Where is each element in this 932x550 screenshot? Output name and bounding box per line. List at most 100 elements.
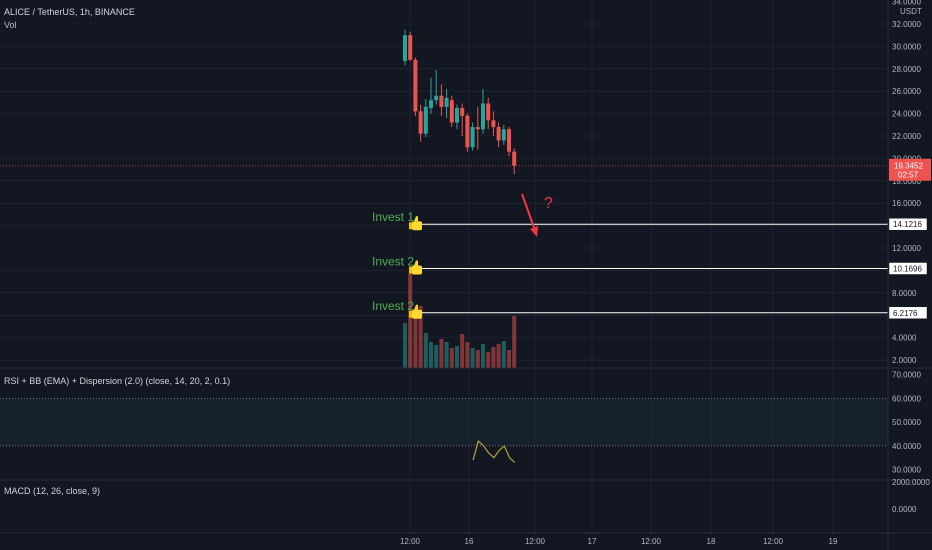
- x-tick-label: 12:00: [641, 537, 662, 546]
- thumbs-up-icon-cuff: [409, 310, 412, 318]
- volume-bar[interactable]: [460, 334, 465, 368]
- volume-bar[interactable]: [481, 344, 485, 368]
- volume-bar[interactable]: [486, 352, 491, 368]
- candle-body[interactable]: [423, 106, 428, 134]
- volume-bar[interactable]: [470, 348, 475, 368]
- candle-body[interactable]: [439, 95, 444, 107]
- thumbs-up-icon-palm: [412, 309, 422, 319]
- thumbs-up-icon-cuff: [409, 222, 412, 230]
- y-tick-label: 24.0000: [892, 110, 921, 119]
- volume-bar[interactable]: [496, 344, 501, 368]
- candle-body[interactable]: [408, 35, 413, 60]
- candle-body[interactable]: [465, 115, 470, 148]
- thumbs-up-icon-thumb: [414, 260, 418, 266]
- x-tick-label: 19: [829, 537, 838, 546]
- candle-body[interactable]: [486, 103, 491, 121]
- candle-body[interactable]: [449, 100, 454, 123]
- volume-bar[interactable]: [408, 273, 413, 368]
- candle-body[interactable]: [470, 127, 475, 148]
- y-tick-label: 12.0000: [892, 244, 921, 253]
- annotation-question: ?: [544, 195, 553, 212]
- y-tick-label: 28.0000: [892, 65, 921, 74]
- price-pane[interactable]: Invest 1 Invest 2 Invest 2?: [0, 29, 888, 368]
- candle-body[interactable]: [496, 127, 501, 141]
- volume-bar[interactable]: [501, 341, 506, 368]
- level-price-badge: [888, 306, 928, 320]
- x-tick-label: 12:00: [525, 537, 546, 546]
- x-tick-label: 17: [588, 537, 597, 546]
- y-tick-label: 22.0000: [892, 132, 921, 141]
- volume-bar[interactable]: [491, 347, 496, 368]
- volume-bar[interactable]: [429, 342, 433, 368]
- y-tick-label: 18.0000: [892, 177, 921, 186]
- volume-bar[interactable]: [413, 310, 418, 368]
- volume-bar[interactable]: [475, 350, 480, 368]
- volume-bar[interactable]: [444, 342, 449, 368]
- candle-body[interactable]: [481, 103, 485, 130]
- currency-label: USDT: [900, 7, 922, 16]
- y-tick-label: 8.0000: [892, 289, 917, 298]
- rsi-band-fill: [0, 398, 888, 446]
- candle-body[interactable]: [418, 111, 423, 134]
- rsi-y-tick-label: 70.0000: [892, 371, 921, 380]
- y-tick-label: 16.0000: [892, 199, 921, 208]
- level-price-badge: [888, 217, 928, 231]
- thumbs-up-icon-palm: [412, 265, 422, 275]
- candle-body[interactable]: [512, 151, 517, 166]
- level-price-badge: [888, 262, 928, 275]
- volume-bar[interactable]: [455, 346, 459, 368]
- volume-bar[interactable]: [434, 345, 439, 368]
- rsi-title: RSI + BB (EMA) + Dispersion (2.0) (close…: [4, 376, 230, 386]
- candle-body[interactable]: [460, 108, 465, 116]
- x-tick-label: 16: [465, 537, 474, 546]
- labels: ALICE / TetherUS, 1h, BINANCE Vol USDT R…: [4, 7, 922, 496]
- macd-title: MACD (12, 26, close, 9): [4, 486, 100, 496]
- volume-bar[interactable]: [507, 350, 511, 368]
- candle-body[interactable]: [455, 108, 459, 123]
- level-price-label: 14.1216: [893, 220, 922, 229]
- rsi-line[interactable]: [472, 439, 516, 463]
- thumbs-up-icon-palm: [412, 221, 422, 231]
- volume-label: Vol: [4, 20, 17, 30]
- candle-body[interactable]: [434, 95, 439, 101]
- last-price-badge: [889, 158, 931, 181]
- volume-bar[interactable]: [465, 342, 470, 368]
- thumbs-up-icon-cuff: [409, 266, 412, 274]
- y-tick-label: 34.0000: [892, 0, 921, 7]
- countdown-label: 02:57: [898, 171, 919, 180]
- annotation-arrow: [521, 193, 537, 234]
- candle-body[interactable]: [507, 129, 511, 152]
- y-tick-label: 26.0000: [892, 87, 921, 96]
- candle-body[interactable]: [403, 35, 407, 61]
- rsi-y-tick-label: 50.0000: [892, 418, 921, 427]
- rsi-pane[interactable]: [0, 397, 888, 463]
- candle-body[interactable]: [501, 129, 506, 141]
- thumbs-up-icon: [409, 216, 422, 231]
- candle-body[interactable]: [429, 100, 433, 108]
- candle-body[interactable]: [475, 127, 480, 130]
- rsi-y-tick-label: 40.0000: [892, 442, 921, 451]
- invest-label: Invest 1: [372, 210, 414, 224]
- x-tick-label: 18: [707, 537, 716, 546]
- y-tick-label: 2.0000: [892, 356, 917, 365]
- volume-bar[interactable]: [423, 333, 428, 368]
- thumbs-up-icon-thumb: [414, 304, 418, 310]
- invest-label: Invest 2: [372, 255, 414, 269]
- macd-y-tick-label: 0.0000: [892, 505, 917, 514]
- volume-bar[interactable]: [418, 306, 423, 368]
- y-tick-label: 4.0000: [892, 334, 917, 343]
- candle-body[interactable]: [413, 59, 418, 112]
- level-price-label: 10.1696: [893, 265, 922, 274]
- volume-bar[interactable]: [449, 348, 454, 368]
- candle-body[interactable]: [491, 120, 496, 128]
- candle-body[interactable]: [444, 97, 449, 107]
- volume-bar[interactable]: [439, 339, 444, 368]
- level-price-label: 6.2176: [893, 309, 918, 318]
- symbol-title: ALICE / TetherUS, 1h, BINANCE: [4, 7, 135, 17]
- volume-bar[interactable]: [512, 316, 517, 368]
- rsi-y-tick-label: 30.0000: [892, 466, 921, 475]
- volume-bar[interactable]: [403, 323, 407, 368]
